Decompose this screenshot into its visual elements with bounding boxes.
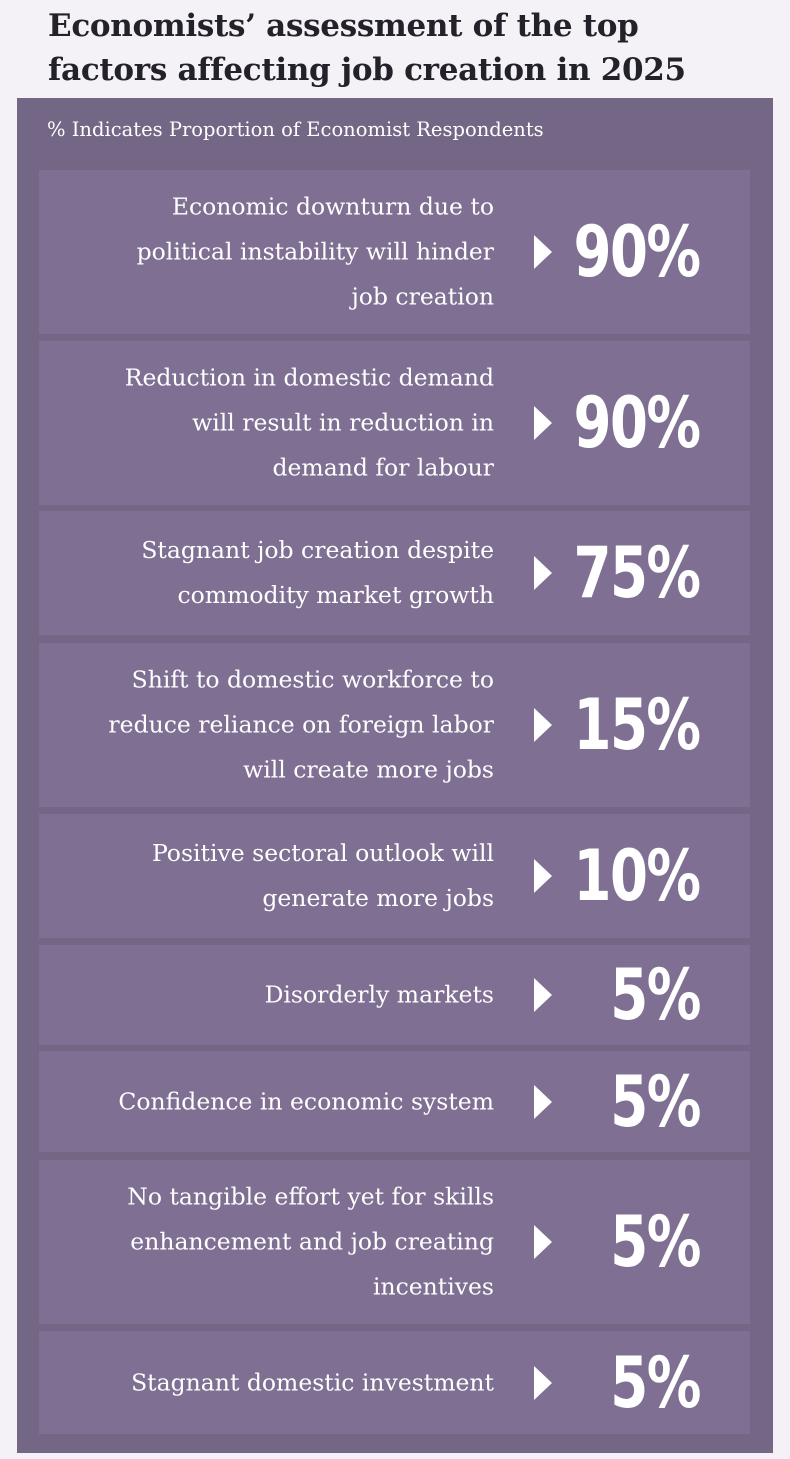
percentage-value: 5% [610,1341,701,1424]
factor-row: Confidence in economic system 5% [39,1051,750,1152]
chevron-right-icon [534,708,552,742]
factor-row: Economic downturn due to political instab… [39,170,750,334]
factor-label: Reduction in domestic demand will result … [54,356,494,491]
factor-row: Stagnant domestic investment 5% [39,1331,750,1434]
factor-label-line: job creation [351,282,494,311]
factor-label: Shift to domestic workforce to reduce rel… [54,658,494,793]
percentage-value: 90% [573,382,702,464]
percentage-value: 75% [573,532,702,614]
factor-label-line: Disorderly markets [264,980,494,1009]
chart-panel: % Indicates Proportion of Economist Resp… [17,98,773,1453]
factor-label-line: Shift to domestic workforce to [131,665,494,694]
factor-row: Positive sectoral outlook will generate m… [39,814,750,938]
factor-label-line: demand for labour [272,453,494,482]
factor-label-line: Positive sectoral outlook will [151,839,494,867]
factor-label-line: reduce reliance on foreign labor [108,710,494,739]
factor-label-line: Confidence in economic system [118,1087,494,1115]
factor-label: Stagnant job creation despite commodity m… [54,528,494,618]
factor-label: Disorderly markets [54,973,494,1018]
factor-label-line: No tangible effort yet for skills [127,1182,494,1211]
factor-row: No tangible effort yet for skills enhance… [39,1160,750,1324]
factor-label: Confidence in economic system [54,1079,494,1124]
chart-subtitle: % Indicates Proportion of Economist Resp… [47,118,544,141]
chevron-right-icon [534,406,552,440]
factor-label: No tangible effort yet for skills enhance… [54,1175,494,1310]
factor-label: Positive sectoral outlook will generate m… [54,831,494,921]
chevron-right-icon [534,1365,552,1400]
chevron-right-icon [534,235,552,269]
factor-label-line: political instability will hinder [136,237,494,266]
factor-label-line: incentives [372,1272,494,1301]
percentage-value: 5% [610,1201,701,1283]
factor-label-line: generate more jobs [262,884,494,912]
chevron-right-icon [534,556,552,590]
chevron-right-icon [534,1084,552,1119]
title-line-2: factors affecting job creation in 2025 [48,52,686,88]
percentage-value: 90% [573,211,702,293]
factor-label: Stagnant domestic investment [54,1360,494,1405]
factor-row: Reduction in domestic demand will result … [39,341,750,505]
chart-title: Economists’ assessment of the top factor… [48,4,768,92]
factor-label-line: will result in reduction in [192,408,494,437]
factor-label: Economic downturn due to political instab… [54,185,494,320]
factor-row: Disorderly markets 5% [39,945,750,1045]
factor-label-line: Reduction in domestic demand [124,363,494,392]
factor-row: Stagnant job creation despite commodity m… [39,511,750,635]
factor-label-line: commodity market growth [177,581,494,609]
factor-label-line: will create more jobs [243,755,494,784]
title-line-1: Economists’ assessment of the top [48,8,639,44]
factor-row: Shift to domestic workforce to reduce rel… [39,643,750,807]
percentage-value: 5% [610,954,701,1036]
percentage-value: 10% [573,835,702,917]
chevron-right-icon [534,859,552,893]
percentage-value: 5% [610,1060,701,1143]
percentage-value: 15% [573,684,702,766]
chevron-right-icon [534,978,552,1012]
factor-label-line: Stagnant job creation despite [141,536,494,564]
factor-label-line: enhancement and job creating [130,1227,494,1256]
factor-label-line: Economic downturn due to [171,192,494,221]
factor-label-line: Stagnant domestic investment [131,1368,494,1396]
chevron-right-icon [534,1225,552,1259]
